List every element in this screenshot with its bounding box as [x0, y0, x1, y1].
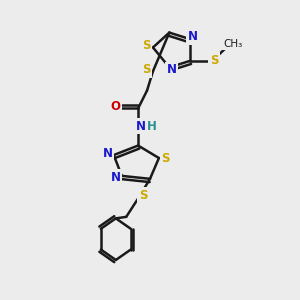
Text: H: H: [147, 120, 157, 133]
Text: N: N: [103, 147, 113, 160]
Text: N: N: [188, 30, 198, 43]
Text: N: N: [111, 171, 121, 184]
Text: S: S: [161, 152, 170, 164]
Text: S: S: [142, 40, 151, 52]
Text: N: N: [136, 120, 146, 133]
Text: S: S: [142, 63, 151, 76]
Text: CH₃: CH₃: [223, 39, 242, 49]
Text: N: N: [167, 63, 177, 76]
Text: S: S: [210, 54, 218, 67]
Text: S: S: [139, 189, 147, 202]
Text: O: O: [110, 100, 120, 113]
